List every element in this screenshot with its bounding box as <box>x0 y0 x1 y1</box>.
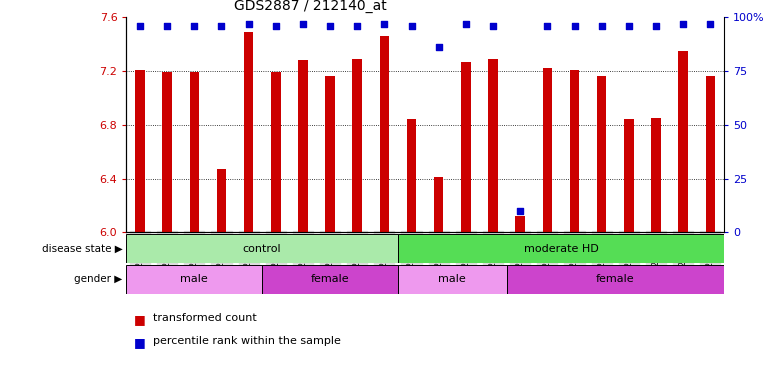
Point <box>243 21 255 27</box>
Bar <box>352 59 362 384</box>
Bar <box>407 119 416 384</box>
Bar <box>380 36 389 384</box>
Text: gender ▶: gender ▶ <box>74 274 123 285</box>
Point <box>487 23 499 29</box>
Bar <box>271 72 280 384</box>
Bar <box>126 234 398 263</box>
Text: male: male <box>438 274 466 285</box>
Point <box>215 23 228 29</box>
Point <box>650 23 662 29</box>
Bar <box>434 177 444 384</box>
Point <box>270 23 282 29</box>
Point <box>134 23 146 29</box>
Point <box>296 21 309 27</box>
Bar <box>705 76 715 384</box>
Point <box>595 23 607 29</box>
Bar <box>398 234 724 263</box>
Point <box>188 23 201 29</box>
Point <box>704 21 716 27</box>
Point <box>433 44 445 50</box>
Bar <box>516 216 525 384</box>
Bar <box>136 70 145 384</box>
Text: moderate HD: moderate HD <box>523 243 598 254</box>
Bar <box>624 119 633 384</box>
Point <box>677 21 689 27</box>
Text: control: control <box>243 243 281 254</box>
Text: transformed count: transformed count <box>153 313 257 323</box>
Point <box>378 21 391 27</box>
Bar <box>298 60 308 384</box>
Bar <box>488 59 498 384</box>
Point <box>568 23 581 29</box>
Bar <box>651 118 661 384</box>
Bar <box>217 169 226 384</box>
Bar <box>679 51 688 384</box>
Text: ■: ■ <box>134 313 146 326</box>
Bar <box>126 265 262 294</box>
Bar <box>262 265 398 294</box>
Point <box>542 23 554 29</box>
Bar <box>597 76 607 384</box>
Text: male: male <box>181 274 208 285</box>
Text: GDS2887 / 212140_at: GDS2887 / 212140_at <box>234 0 387 13</box>
Bar <box>162 72 172 384</box>
Point <box>460 21 472 27</box>
Point <box>514 208 526 214</box>
Text: percentile rank within the sample: percentile rank within the sample <box>153 336 341 346</box>
Bar <box>461 62 470 384</box>
Bar <box>189 72 199 384</box>
Bar <box>506 265 724 294</box>
Point <box>324 23 336 29</box>
Bar <box>398 265 506 294</box>
Bar <box>326 76 335 384</box>
Point <box>623 23 635 29</box>
Text: female: female <box>596 274 634 285</box>
Bar <box>542 68 552 384</box>
Point <box>351 23 363 29</box>
Text: female: female <box>311 274 349 285</box>
Point <box>405 23 417 29</box>
Point <box>161 23 173 29</box>
Bar <box>570 70 579 384</box>
Text: disease state ▶: disease state ▶ <box>42 243 123 254</box>
Bar <box>244 32 254 384</box>
Text: ■: ■ <box>134 336 146 349</box>
